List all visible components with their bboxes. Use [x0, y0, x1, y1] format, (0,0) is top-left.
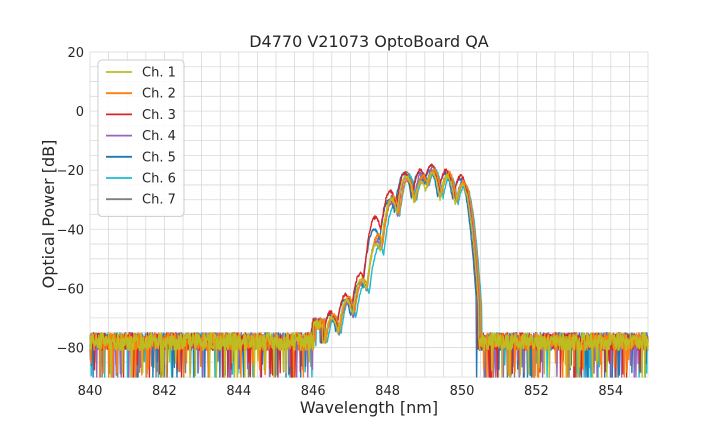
- y-tick-label: −40: [57, 223, 84, 238]
- x-tick-label: 840: [78, 384, 103, 399]
- y-tick-label: 0: [76, 105, 84, 120]
- x-tick-label: 854: [598, 384, 623, 399]
- legend-label: Ch. 1: [142, 66, 176, 81]
- x-tick-label: 844: [226, 384, 251, 399]
- y-tick-label: −20: [57, 164, 84, 179]
- legend-label: Ch. 3: [142, 108, 176, 123]
- x-tick-label: 848: [375, 384, 400, 399]
- x-tick-label: 852: [524, 384, 549, 399]
- legend-label: Ch. 2: [142, 87, 176, 102]
- legend-label: Ch. 7: [142, 193, 176, 208]
- y-tick-label: 20: [67, 46, 84, 61]
- ticks: 840 842 844 846 848 850 852 854 20 0 −20 −40 −60 −80: [57, 46, 624, 399]
- x-tick-label: 842: [152, 384, 177, 399]
- legend: Ch. 1 Ch. 2 Ch. 3 Ch. 4 Ch. 5 Ch. 6 Ch. 7: [97, 59, 185, 217]
- legend-label: Ch. 6: [142, 172, 176, 187]
- y-axis-label: Optical Power [dB]: [39, 140, 58, 289]
- y-tick-label: −80: [57, 341, 84, 356]
- y-tick-label: −60: [57, 282, 84, 297]
- x-tick-label: 850: [450, 384, 475, 399]
- chart-title: D4770 V21073 OptoBoard QA: [249, 32, 489, 51]
- series-line-ch-1: [89, 171, 649, 378]
- series-layer: [89, 163, 649, 378]
- legend-label: Ch. 5: [142, 150, 176, 165]
- x-axis-label: Wavelength [nm]: [300, 398, 438, 417]
- legend-label: Ch. 4: [142, 129, 176, 144]
- x-tick-label: 846: [301, 384, 326, 399]
